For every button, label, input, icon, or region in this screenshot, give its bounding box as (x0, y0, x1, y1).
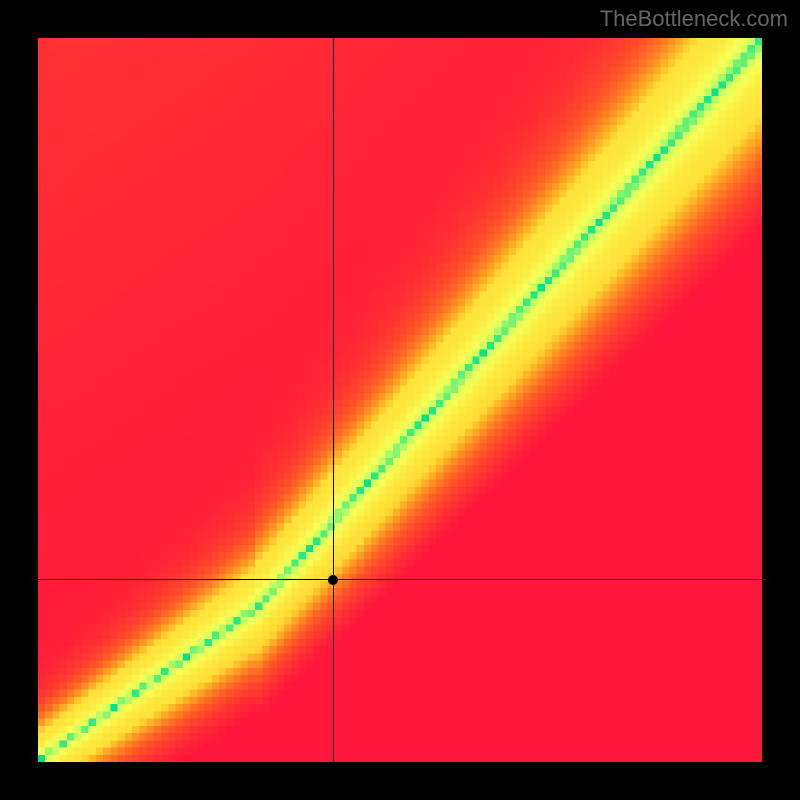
watermark-label: TheBottleneck.com (600, 6, 788, 32)
heatmap-canvas (38, 38, 762, 762)
data-point-marker (328, 575, 338, 585)
heatmap-plot-area (38, 38, 762, 762)
crosshair-vertical (333, 38, 334, 762)
crosshair-horizontal (38, 579, 762, 580)
chart-container: TheBottleneck.com (0, 0, 800, 800)
